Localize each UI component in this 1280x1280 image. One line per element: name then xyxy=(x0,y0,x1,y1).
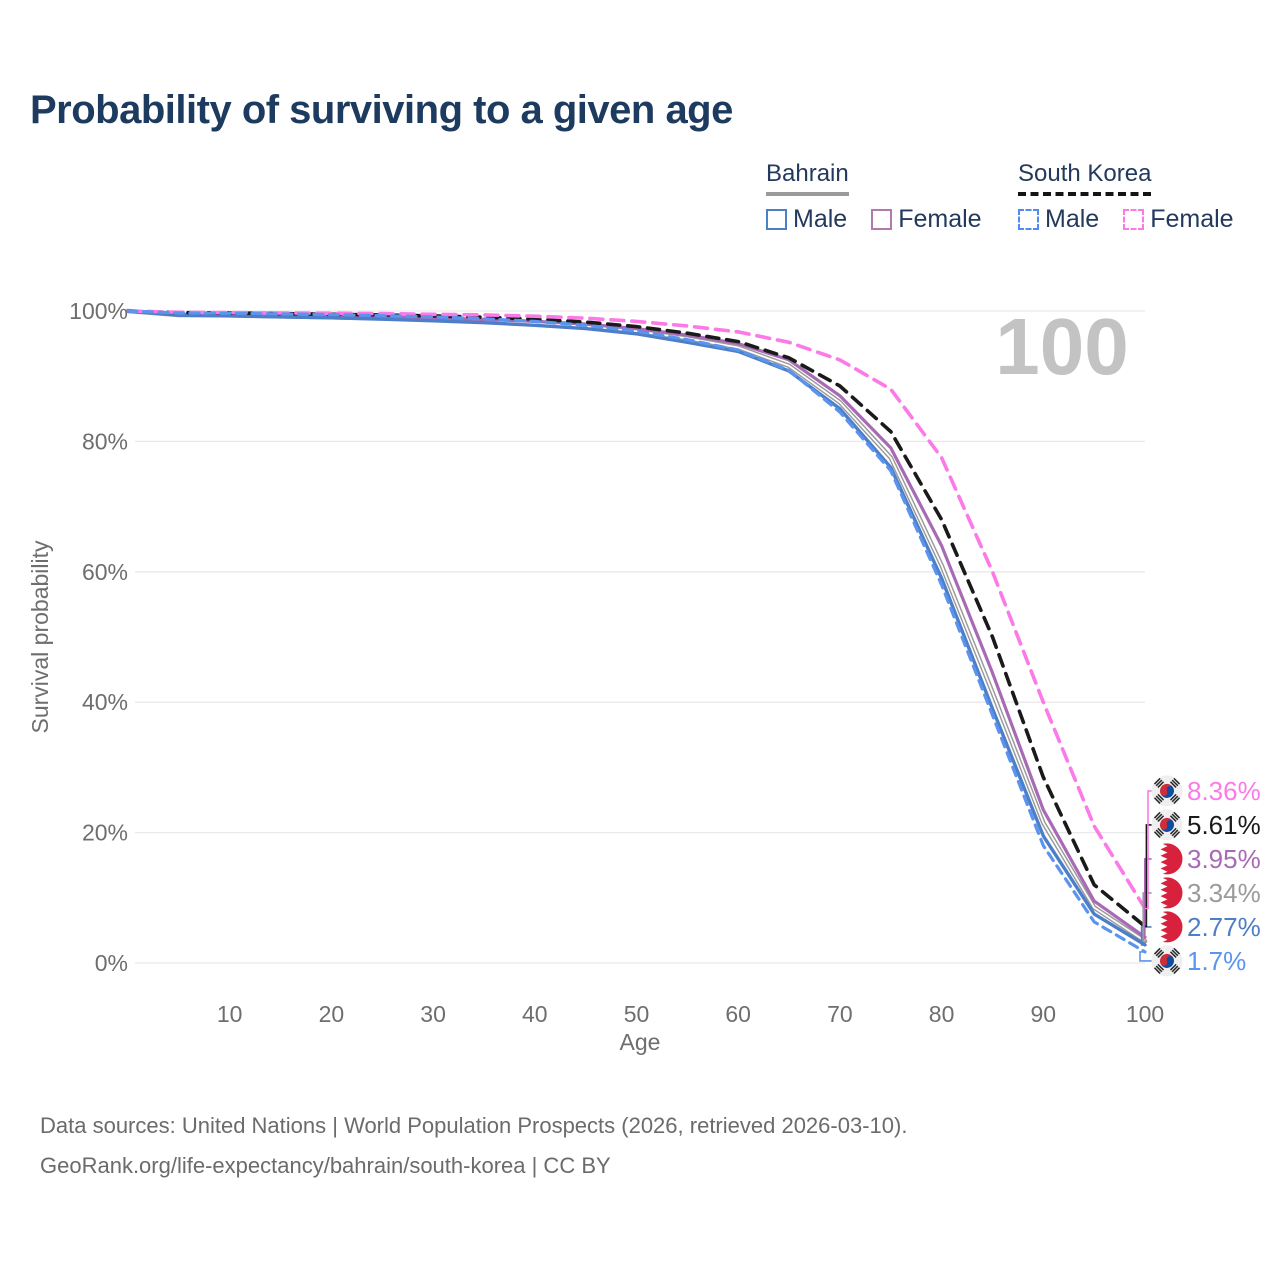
y-tick-label: 80% xyxy=(82,428,128,454)
end-value-label: 8.36% xyxy=(1187,776,1261,806)
x-tick-label: 30 xyxy=(420,1001,446,1027)
legend-group-south-korea: South Korea Male Female xyxy=(1018,160,1258,234)
series-line-core xyxy=(127,310,1146,942)
label-connector xyxy=(1145,790,1152,910)
series-line-bh-male[interactable] xyxy=(126,309,1147,947)
y-axis-title: Survival probability xyxy=(27,540,53,734)
label-connector xyxy=(1139,951,1152,962)
bahrain-flag-icon xyxy=(1151,877,1183,909)
series-line-sk-female[interactable] xyxy=(126,309,1147,911)
legend-item-south-korea-female[interactable]: Female xyxy=(1123,205,1234,234)
series-line-bh-female[interactable] xyxy=(126,309,1147,939)
x-tick-label: 70 xyxy=(827,1001,853,1027)
watermark-age-100: 100 xyxy=(995,302,1128,391)
footer: Data sources: United Nations | World Pop… xyxy=(40,1106,907,1186)
label-connector xyxy=(1145,824,1152,928)
y-tick-label: 0% xyxy=(95,950,128,976)
south-korea-flag-icon xyxy=(1151,809,1183,841)
bahrain-flag-icon xyxy=(1151,911,1183,943)
legend-group-title: South Korea xyxy=(1018,160,1152,196)
end-value-label: 2.77% xyxy=(1187,912,1261,942)
page-title: Probability of surviving to a given age xyxy=(30,88,733,132)
x-tick-label: 20 xyxy=(319,1001,345,1027)
series-line-bh-total[interactable] xyxy=(125,308,1148,944)
series-lines xyxy=(125,308,1148,954)
legend-swatch xyxy=(1018,209,1039,230)
legend-item-bahrain-female[interactable]: Female xyxy=(871,205,982,234)
legend-item-south-korea-male[interactable]: Male xyxy=(1018,205,1099,234)
y-tick-label: 60% xyxy=(82,559,128,585)
legend-swatch xyxy=(766,209,787,230)
south-korea-flag-icon xyxy=(1151,945,1183,977)
x-tick-label: 100 xyxy=(1126,1001,1164,1027)
bahrain-flag-icon xyxy=(1151,843,1183,875)
series-line-sk-total[interactable] xyxy=(126,309,1147,929)
end-annotations: 1.7% 2.77% 3.34% 3.95% 5.61% 8.36% xyxy=(1139,775,1261,977)
end-value-label: 5.61% xyxy=(1187,810,1261,840)
legend-item-label: Female xyxy=(898,205,982,233)
legend-group-title: Bahrain xyxy=(766,160,849,196)
end-value-label: 1.7% xyxy=(1187,946,1246,976)
x-tick-label: 90 xyxy=(1031,1001,1057,1027)
x-axis-title: Age xyxy=(620,1029,661,1055)
axis-ticks: 0% 20% 40% 60% 80% 100% 10 20 30 40 50 60 70 80 90 100 xyxy=(69,298,1164,1027)
x-tick-label: 80 xyxy=(929,1001,955,1027)
attribution-line: GeoRank.org/life-expectancy/bahrain/sout… xyxy=(40,1153,611,1178)
data-sources-line: Data sources: United Nations | World Pop… xyxy=(40,1113,908,1138)
x-tick-label: 60 xyxy=(725,1001,751,1027)
legend-item-label: Female xyxy=(1150,205,1234,233)
end-value-label: 3.34% xyxy=(1187,878,1261,908)
y-tick-label: 100% xyxy=(69,298,128,324)
series-line-sk-male[interactable] xyxy=(126,309,1147,954)
south-korea-flag-icon xyxy=(1151,775,1183,807)
end-value-label: 3.95% xyxy=(1187,844,1261,874)
legend-swatch xyxy=(1123,209,1145,230)
gridlines xyxy=(135,310,1145,964)
legend-item-label: Male xyxy=(1045,205,1100,233)
legend-item-label: Male xyxy=(793,205,848,233)
x-tick-label: 50 xyxy=(624,1001,650,1027)
y-tick-label: 20% xyxy=(82,820,128,846)
y-tick-label: 40% xyxy=(82,689,128,715)
legend-group-bahrain: Bahrain Male Female xyxy=(766,160,1006,234)
legend-item-bahrain-male[interactable]: Male xyxy=(766,205,847,234)
x-tick-label: 40 xyxy=(522,1001,548,1027)
x-tick-label: 10 xyxy=(217,1001,243,1027)
legend-swatch xyxy=(871,209,893,230)
